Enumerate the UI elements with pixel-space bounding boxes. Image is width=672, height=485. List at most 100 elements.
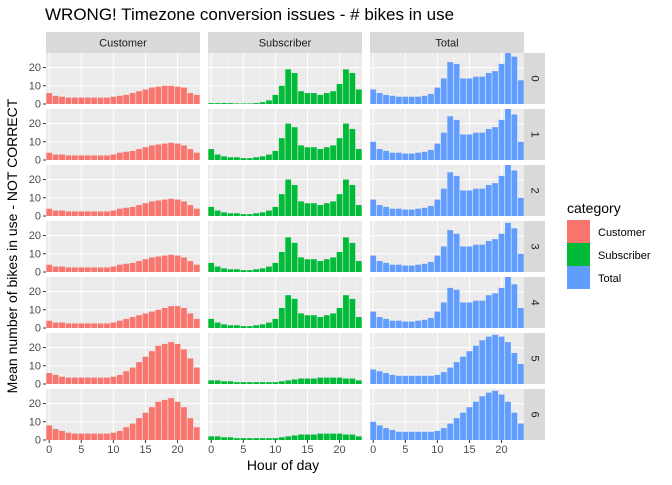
bar: [221, 268, 227, 272]
bar: [104, 377, 110, 384]
bar: [78, 377, 85, 384]
bar: [116, 320, 123, 328]
bar: [511, 170, 518, 216]
bar: [453, 418, 460, 440]
bar: [266, 210, 272, 216]
bar: [272, 94, 279, 104]
bar: [343, 69, 349, 104]
bar: [97, 211, 104, 216]
bar: [187, 261, 194, 272]
bar: [472, 76, 479, 104]
bar: [323, 315, 330, 328]
panel-background: [370, 333, 524, 384]
bar: [142, 203, 149, 216]
facet-panels: Customer Subscriber Total00102010102020102…: [29, 32, 545, 456]
bar: [136, 362, 142, 384]
bar: [214, 103, 221, 104]
bar: [233, 269, 240, 272]
bar: [253, 382, 260, 384]
bar: [383, 150, 389, 160]
bar: [227, 381, 234, 384]
bar: [447, 116, 454, 160]
x-axis-label: Hour of day: [247, 457, 319, 473]
bar: [181, 87, 187, 104]
bar: [479, 132, 486, 160]
bar: [298, 91, 304, 104]
facet-panel: 0 5 10 15 20: [370, 389, 524, 456]
bar: [233, 438, 240, 440]
legend-key: [567, 266, 590, 289]
bar: [59, 210, 65, 216]
bar: [349, 129, 356, 160]
bar: [511, 353, 518, 384]
bar: [479, 244, 486, 272]
bar: [498, 63, 505, 104]
bar: [78, 155, 85, 160]
row-strip-label: 3: [529, 243, 541, 249]
bar: [259, 102, 266, 104]
bar: [266, 322, 272, 328]
y-tick-label: 20: [29, 286, 41, 298]
bar: [91, 155, 98, 160]
bar: [116, 430, 123, 440]
legend-item-label: Subscriber: [598, 250, 651, 262]
column-strip: [370, 32, 524, 53]
bar: [155, 86, 162, 104]
bar: [310, 378, 317, 384]
bar: [498, 394, 505, 440]
bar: [227, 103, 234, 104]
bar: [517, 253, 524, 272]
facet-panel: 0 10 20: [29, 277, 200, 335]
bar: [421, 431, 428, 440]
bar: [208, 262, 215, 272]
bar: [52, 210, 59, 216]
row-strip: [524, 277, 545, 328]
bar: [246, 382, 253, 384]
bar: [285, 179, 292, 216]
bar: [434, 199, 441, 216]
bar: [46, 93, 53, 104]
bar: [208, 206, 215, 216]
bar: [148, 311, 155, 328]
facet-panel: [370, 221, 524, 273]
bar: [104, 155, 110, 160]
bar: [389, 152, 396, 160]
bar: [466, 407, 473, 440]
bar: [104, 211, 110, 216]
bar: [84, 433, 91, 440]
bar: [336, 194, 343, 216]
panel-background: [370, 165, 524, 216]
bar: [221, 212, 227, 216]
bar: [253, 269, 260, 272]
bar: [376, 371, 383, 384]
bar: [485, 129, 492, 160]
bar: [78, 267, 85, 272]
legend: category Customer Subscriber Total: [567, 200, 651, 289]
bar: [136, 261, 142, 272]
bar: [304, 259, 311, 272]
bar: [485, 392, 492, 440]
y-tick-label: 10: [29, 360, 41, 372]
x-tick-label: 5: [78, 444, 84, 456]
bar: [259, 438, 266, 440]
bar: [343, 123, 349, 160]
bar: [272, 262, 279, 272]
bar: [155, 345, 162, 384]
bar: [498, 233, 505, 272]
bar: [402, 209, 409, 216]
bar: [155, 144, 162, 160]
bar: [336, 83, 343, 104]
bar: [221, 437, 227, 440]
bar: [492, 183, 499, 216]
bar: [168, 342, 175, 384]
panel-background: [46, 333, 200, 384]
bar: [168, 85, 175, 104]
bar: [330, 433, 337, 440]
y-tick-label: 20: [29, 174, 41, 186]
bar: [46, 152, 53, 160]
bar: [304, 315, 311, 328]
bar: [408, 321, 415, 328]
bar: [193, 94, 200, 104]
bar: [187, 313, 194, 328]
bar: [116, 264, 123, 272]
